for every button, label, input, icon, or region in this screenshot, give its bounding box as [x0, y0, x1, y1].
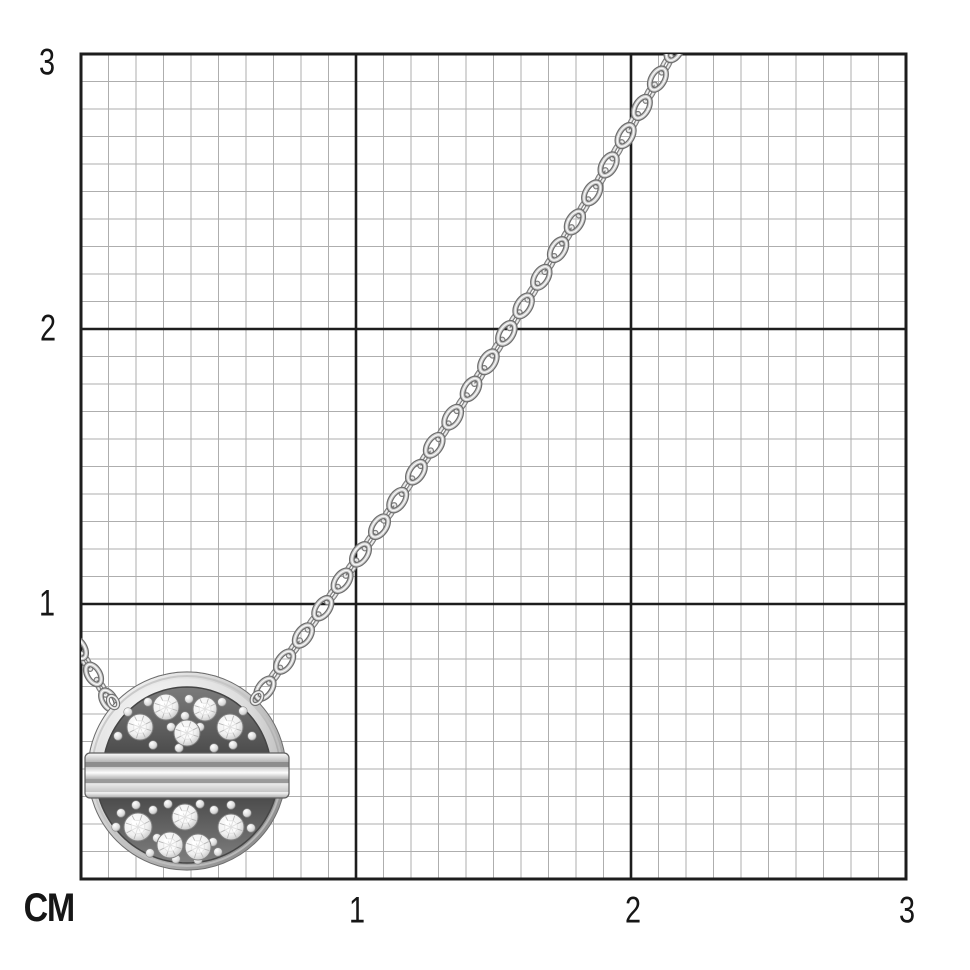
pendant-center-band [84, 752, 290, 799]
x-axis-label-2: 2 [624, 889, 642, 931]
grid-major-lines [79, 52, 908, 881]
chain-left-strand [81, 635, 120, 714]
y-axis-label-1: 1 [38, 582, 56, 624]
chain-main-strand [253, 54, 686, 702]
pave-top-diamonds [113, 693, 257, 753]
y-axis-label-3: 3 [38, 41, 56, 83]
pendant [84, 671, 290, 871]
y-axis-label-2: 2 [39, 307, 57, 349]
chain-connector-rings [105, 690, 265, 711]
x-axis-label-1: 1 [348, 889, 366, 931]
grid-fine-lines [81, 54, 906, 879]
x-axis-label-3: 3 [898, 889, 916, 931]
necklace-chain [81, 54, 686, 714]
pave-bottom-diamonds [111, 799, 256, 865]
unit-label-cm: СМ [23, 886, 76, 930]
